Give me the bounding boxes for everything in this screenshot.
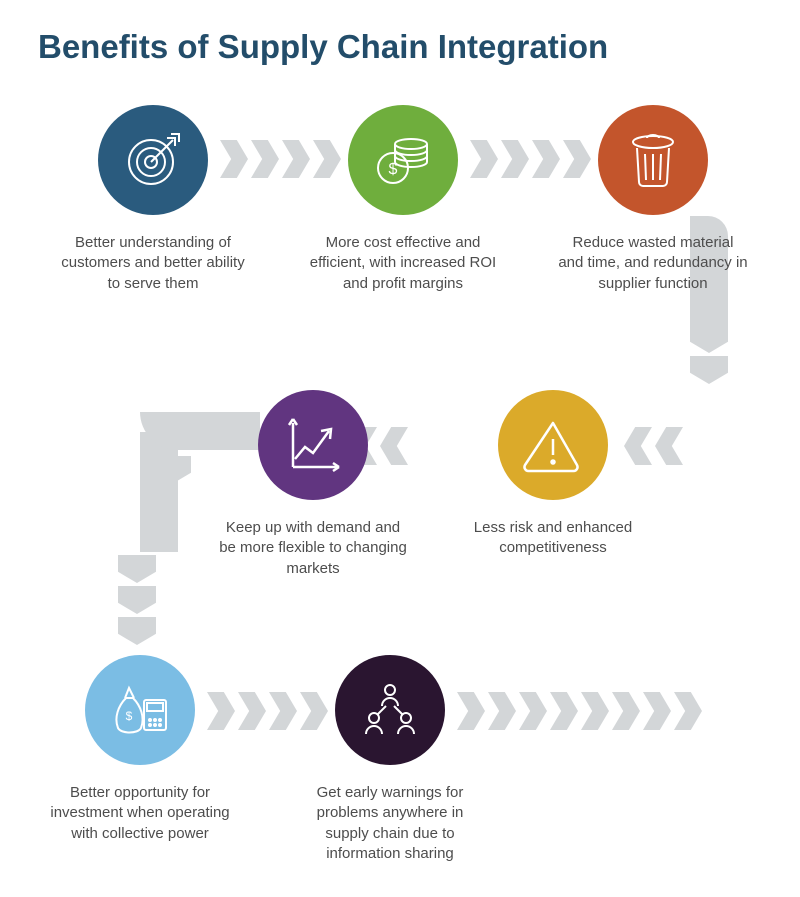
flow-chevron-down	[118, 586, 156, 614]
people-icon	[358, 678, 422, 742]
benefit-circle-demand	[258, 390, 368, 500]
flow-chevron-right	[313, 140, 341, 178]
flow-chevron-right	[581, 692, 609, 730]
flow-chevron-right	[238, 692, 266, 730]
benefit-circle-customers	[98, 105, 208, 215]
benefit-caption-waste: Reduce wasted material and time, and red…	[558, 233, 748, 294]
coins-icon: $	[371, 128, 435, 192]
flow-chevron-right	[501, 140, 529, 178]
flow-chevron-right	[643, 692, 671, 730]
svg-text:$: $	[126, 709, 133, 723]
benefit-circle-cost: $	[348, 105, 458, 215]
flow-chevron-right	[612, 692, 640, 730]
trash-icon	[621, 128, 685, 192]
benefit-circle-waste	[598, 105, 708, 215]
benefit-circle-investment: $	[85, 655, 195, 765]
flow-connector	[140, 432, 178, 552]
benefit-circle-risk	[498, 390, 608, 500]
flow-chevron-down	[118, 617, 156, 645]
flow-chevron-right	[269, 692, 297, 730]
flow-chevron-right	[674, 692, 702, 730]
flow-chevron-down	[118, 555, 156, 583]
flow-chevron-right	[532, 140, 560, 178]
benefit-caption-cost: More cost effective and efficient, with …	[308, 233, 498, 294]
benefit-caption-customers: Better understanding of customers and be…	[58, 233, 248, 294]
flow-chevron-right	[300, 692, 328, 730]
flow-chevron-right	[550, 692, 578, 730]
target-icon	[121, 128, 185, 192]
flow-chevron-right	[488, 692, 516, 730]
infographic-stage: Better understanding of customers and be…	[0, 0, 800, 897]
svg-text:$: $	[389, 161, 398, 178]
flow-chevron-right	[519, 692, 547, 730]
flow-chevron-right	[251, 140, 279, 178]
flow-chevron-right	[470, 140, 498, 178]
benefit-caption-warnings: Get early warnings for problems anywhere…	[295, 783, 485, 864]
flow-chevron-right	[563, 140, 591, 178]
chart-icon	[281, 413, 345, 477]
benefit-caption-demand: Keep up with demand and be more flexible…	[218, 518, 408, 579]
warning-icon	[521, 413, 585, 477]
flow-chevron-right	[457, 692, 485, 730]
flow-chevron-left	[624, 427, 652, 465]
benefit-circle-warnings	[335, 655, 445, 765]
flow-connector	[140, 412, 260, 450]
flow-chevron-left	[655, 427, 683, 465]
flow-chevron-right	[220, 140, 248, 178]
flow-chevron-right	[282, 140, 310, 178]
benefit-caption-investment: Better opportunity for investment when o…	[45, 783, 235, 844]
flow-chevron-right	[207, 692, 235, 730]
flow-chevron-left	[380, 427, 408, 465]
moneybag-icon: $	[108, 678, 172, 742]
flow-chevron-down	[690, 356, 728, 384]
benefit-caption-risk: Less risk and enhanced competitiveness	[458, 518, 648, 559]
